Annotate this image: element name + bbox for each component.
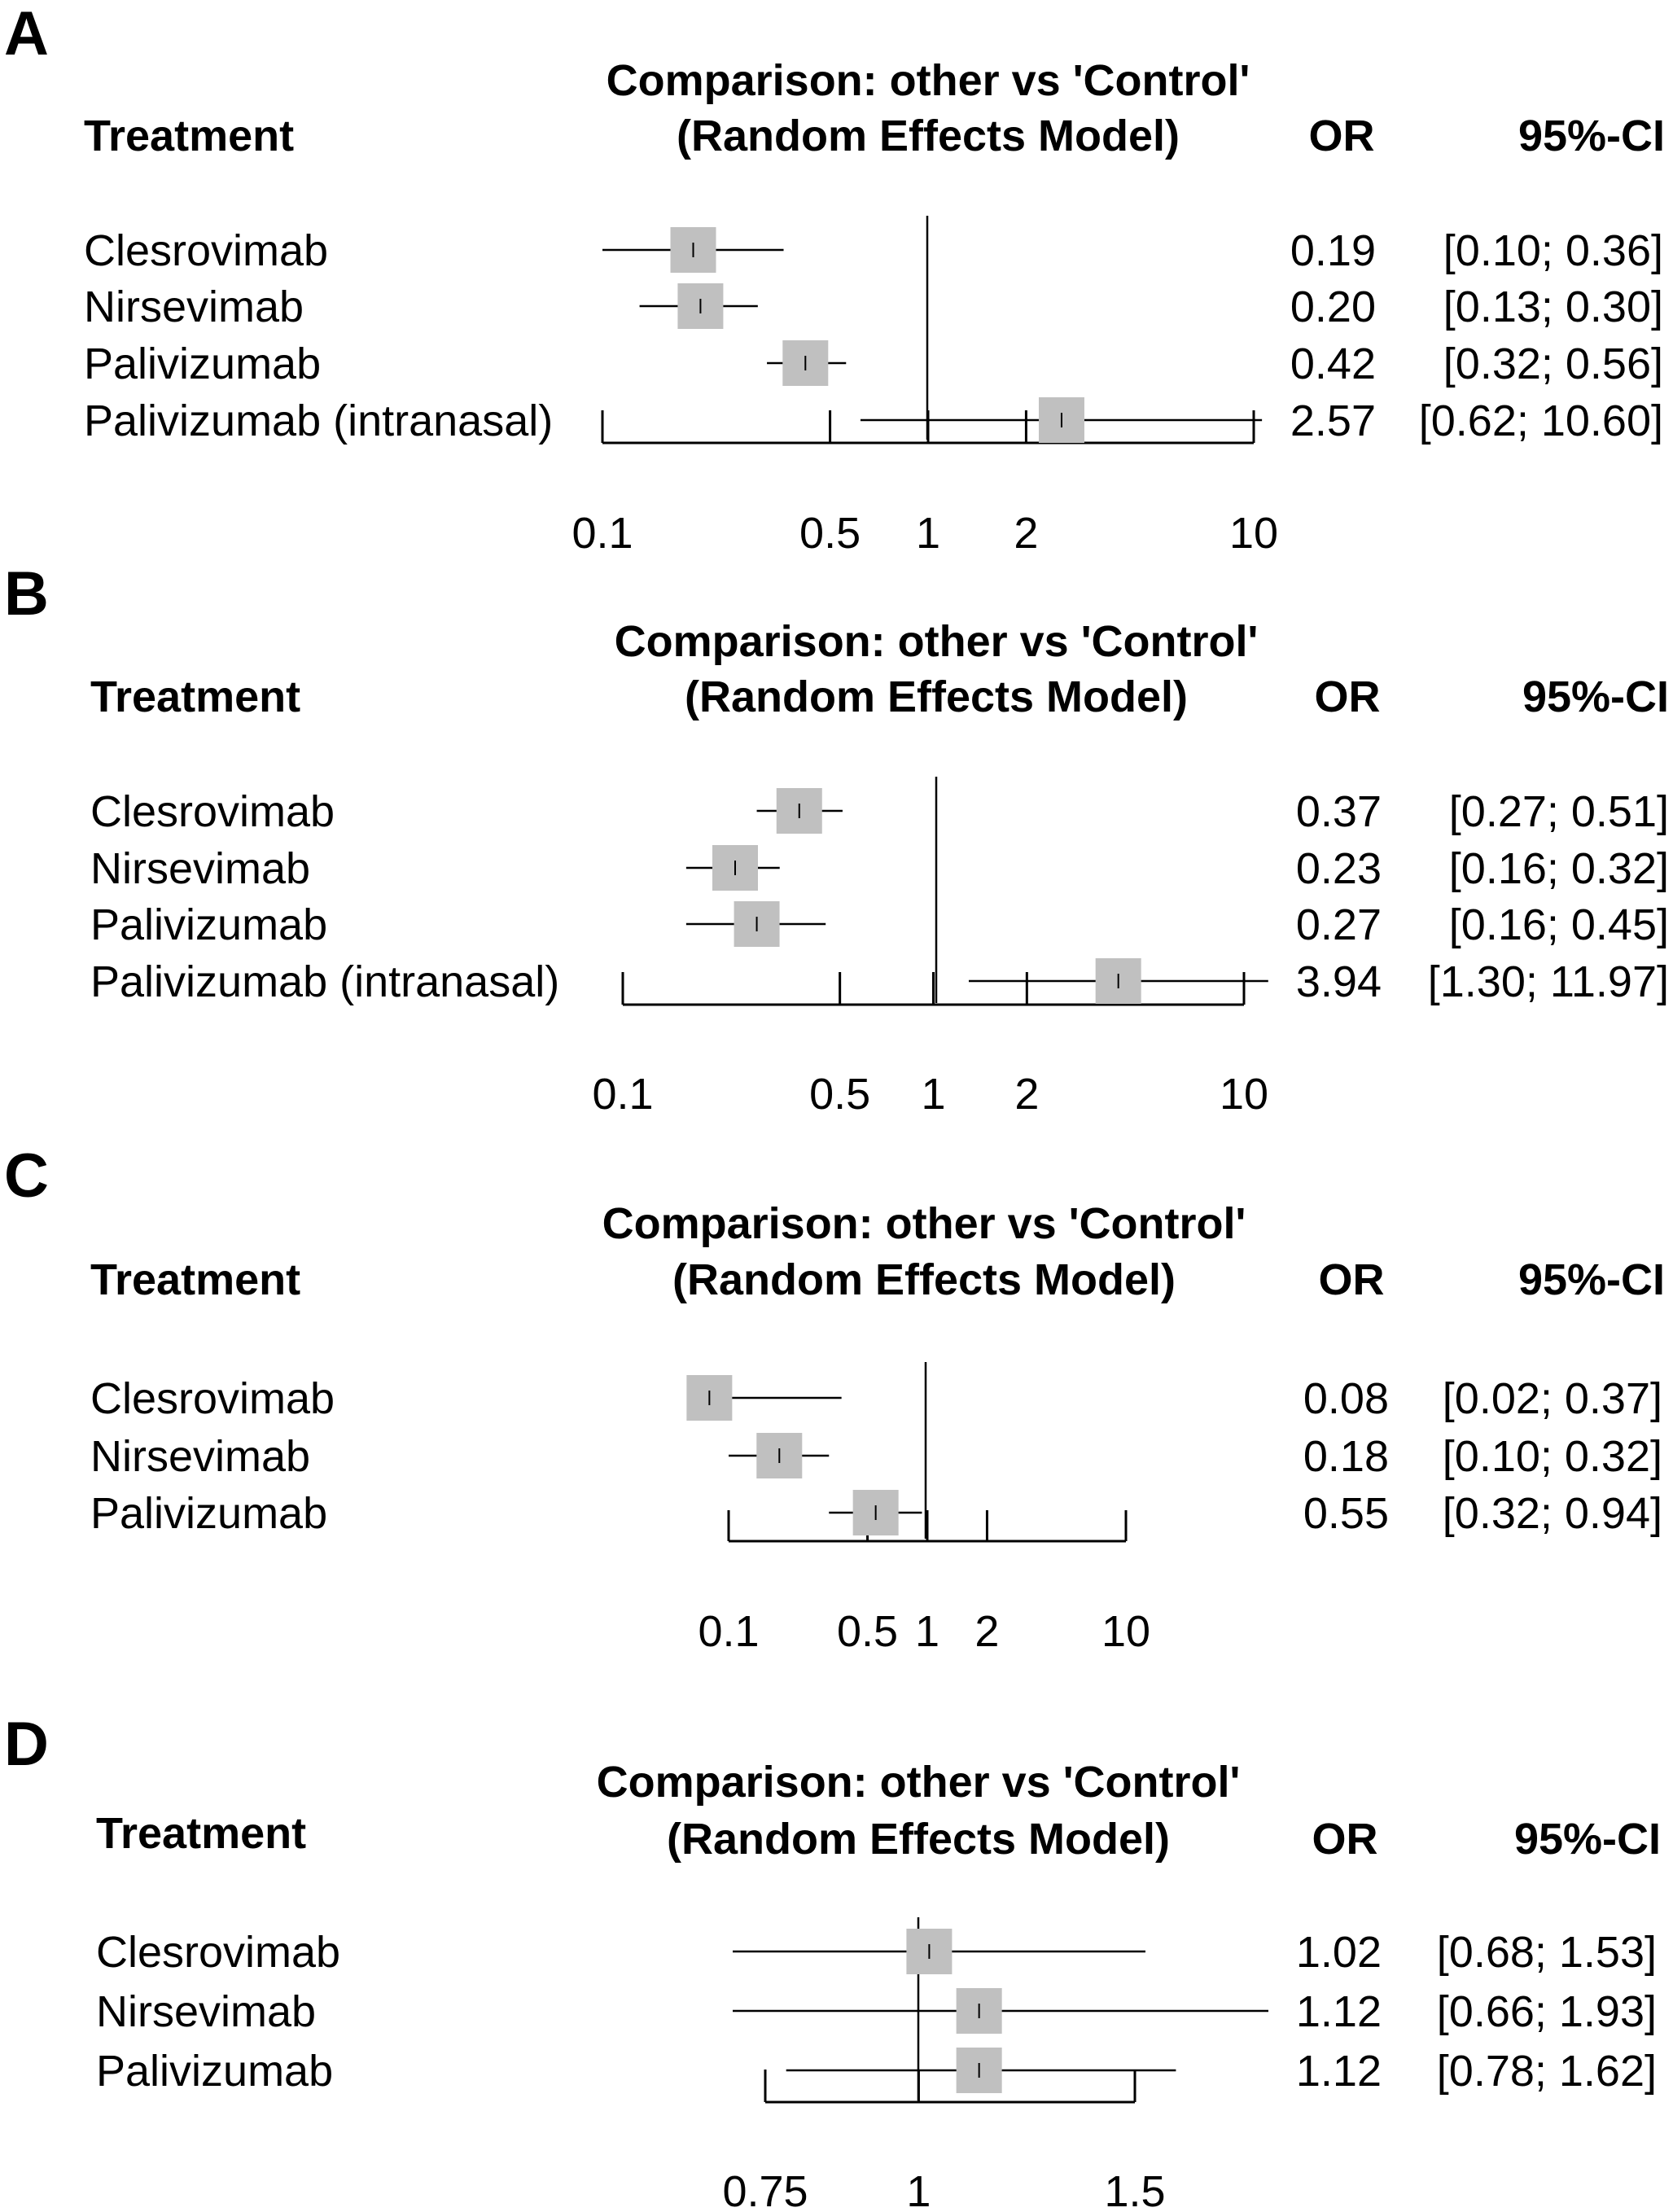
panel-d: D Comparison: other vs 'Control' (Random E… bbox=[4, 1710, 1661, 2212]
column-header-or: OR bbox=[1312, 1815, 1378, 1864]
column-header-treatment: Treatment bbox=[90, 672, 300, 721]
chart-subtitle: (Random Effects Model) bbox=[685, 672, 1188, 721]
chart-title: Comparison: other vs 'Control' bbox=[597, 1758, 1241, 1807]
x-tick-label: 0.75 bbox=[722, 2167, 808, 2212]
x-tick-label: 0.5 bbox=[837, 1607, 898, 1656]
x-tick-label: 10 bbox=[1229, 509, 1278, 558]
column-header-or: OR bbox=[1309, 112, 1375, 160]
ci-value: [0.78; 1.62] bbox=[1437, 2047, 1657, 2096]
chart-subtitle: (Random Effects Model) bbox=[672, 1255, 1176, 1304]
column-header-or: OR bbox=[1315, 672, 1381, 721]
ci-value: [0.16; 0.32] bbox=[1449, 844, 1669, 893]
ci-value: [0.62; 10.60] bbox=[1419, 396, 1663, 445]
or-value: 0.23 bbox=[1296, 844, 1382, 893]
panel-letter: B bbox=[4, 559, 49, 629]
x-tick-label: 0.1 bbox=[592, 1070, 653, 1119]
x-tick-label: 1.5 bbox=[1104, 2167, 1165, 2212]
or-value: 1.12 bbox=[1296, 1987, 1382, 2036]
x-tick-label: 2 bbox=[974, 1607, 999, 1656]
chart-subtitle: (Random Effects Model) bbox=[667, 1815, 1170, 1864]
x-tick-label: 10 bbox=[1101, 1607, 1150, 1656]
x-tick-label: 2 bbox=[1014, 509, 1038, 558]
ci-value: [0.10; 0.36] bbox=[1443, 226, 1663, 275]
panel-b: B Comparison: other vs 'Control' (Random E… bbox=[4, 559, 1669, 1119]
x-tick-label: 0.5 bbox=[799, 509, 861, 558]
treatment-label: Clesrovimab bbox=[90, 1374, 335, 1423]
treatment-label: Palivizumab (intranasal) bbox=[84, 396, 553, 445]
treatment-label: Palivizumab bbox=[96, 2047, 333, 2096]
treatment-label: Nirsevimab bbox=[90, 844, 310, 893]
panel-letter: A bbox=[4, 0, 49, 68]
ci-value: [0.16; 0.45] bbox=[1449, 900, 1669, 949]
x-tick-label: 1 bbox=[921, 1070, 945, 1119]
chart-title: Comparison: other vs 'Control' bbox=[602, 1199, 1246, 1248]
panel-c: C Comparison: other vs 'Control' (Random E… bbox=[4, 1141, 1665, 1656]
or-value: 1.02 bbox=[1296, 1928, 1382, 1977]
or-value: 0.42 bbox=[1290, 339, 1376, 388]
chart-title: Comparison: other vs 'Control' bbox=[615, 617, 1259, 666]
column-header-treatment: Treatment bbox=[84, 112, 294, 160]
x-tick-label: 1 bbox=[915, 1607, 939, 1656]
or-value: 0.55 bbox=[1303, 1489, 1389, 1538]
treatment-label: Palivizumab bbox=[84, 339, 321, 388]
column-header-ci: 95%-CI bbox=[1518, 1255, 1665, 1304]
column-header-treatment: Treatment bbox=[96, 1809, 306, 1858]
ci-value: [1.30; 11.97] bbox=[1428, 957, 1669, 1006]
ci-value: [0.10; 0.32] bbox=[1443, 1432, 1662, 1481]
ci-value: [0.02; 0.37] bbox=[1443, 1374, 1662, 1423]
ci-value: [0.13; 0.30] bbox=[1443, 283, 1663, 331]
ci-value: [0.68; 1.53] bbox=[1437, 1928, 1657, 1977]
or-value: 0.20 bbox=[1290, 283, 1376, 331]
ci-value: [0.27; 0.51] bbox=[1449, 787, 1669, 836]
panel-letter: D bbox=[4, 1710, 49, 1779]
treatment-label: Palivizumab (intranasal) bbox=[90, 957, 559, 1006]
treatment-label: Clesrovimab bbox=[84, 226, 328, 275]
panel-letter: C bbox=[4, 1141, 49, 1211]
treatment-label: Nirsevimab bbox=[84, 283, 304, 331]
x-tick-label: 1 bbox=[906, 2167, 931, 2212]
or-value: 2.57 bbox=[1290, 396, 1376, 445]
chart-subtitle: (Random Effects Model) bbox=[677, 112, 1180, 160]
or-value: 0.37 bbox=[1296, 787, 1382, 836]
treatment-label: Palivizumab bbox=[90, 1489, 327, 1538]
or-value: 0.18 bbox=[1303, 1432, 1389, 1481]
column-header-ci: 95%-CI bbox=[1514, 1815, 1661, 1864]
or-value: 0.19 bbox=[1290, 226, 1376, 275]
treatment-label: Clesrovimab bbox=[90, 787, 335, 836]
column-header-ci: 95%-CI bbox=[1518, 112, 1665, 160]
x-tick-label: 2 bbox=[1014, 1070, 1039, 1119]
x-tick-label: 0.5 bbox=[809, 1070, 870, 1119]
or-value: 0.27 bbox=[1296, 900, 1382, 949]
treatment-label: Nirsevimab bbox=[96, 1987, 316, 2036]
column-header-treatment: Treatment bbox=[90, 1255, 300, 1304]
panel-a: A Comparison: other vs 'Control' (Random E… bbox=[4, 0, 1665, 558]
x-tick-label: 10 bbox=[1220, 1070, 1268, 1119]
treatment-label: Nirsevimab bbox=[90, 1432, 310, 1481]
or-value: 0.08 bbox=[1303, 1374, 1389, 1423]
ci-value: [0.32; 0.56] bbox=[1443, 339, 1663, 388]
chart-title: Comparison: other vs 'Control' bbox=[607, 56, 1250, 105]
or-value: 1.12 bbox=[1296, 2047, 1382, 2096]
or-value: 3.94 bbox=[1296, 957, 1382, 1006]
x-tick-label: 0.1 bbox=[572, 509, 633, 558]
ci-value: [0.66; 1.93] bbox=[1437, 1987, 1657, 2036]
ci-value: [0.32; 0.94] bbox=[1443, 1489, 1662, 1538]
x-tick-label: 1 bbox=[916, 509, 940, 558]
column-header-or: OR bbox=[1319, 1255, 1385, 1304]
x-tick-label: 0.1 bbox=[698, 1607, 759, 1656]
treatment-label: Clesrovimab bbox=[96, 1928, 340, 1977]
treatment-label: Palivizumab bbox=[90, 900, 327, 949]
column-header-ci: 95%-CI bbox=[1522, 672, 1669, 721]
